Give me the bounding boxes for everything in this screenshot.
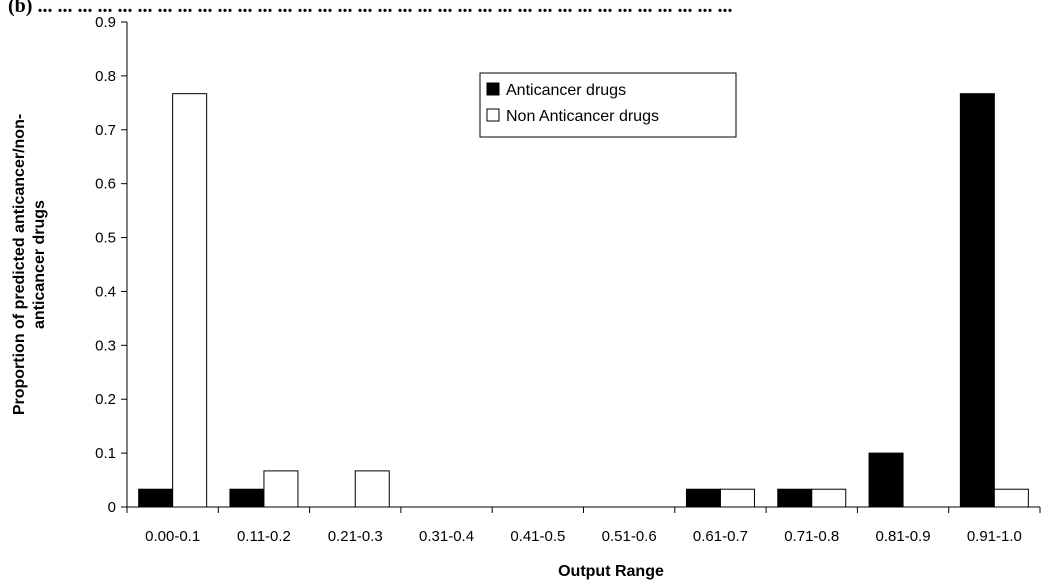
bar-anticancer xyxy=(685,488,721,508)
bar-anticancer xyxy=(777,488,813,508)
legend-swatch xyxy=(486,82,500,96)
y-tick-label: 0.4 xyxy=(95,283,116,300)
y-axis-title-line: anticancer drugs xyxy=(31,200,48,329)
y-tick-label: 0.7 xyxy=(95,122,116,139)
y-tick-label: 0 xyxy=(108,499,116,516)
bar-non-anticancer xyxy=(811,488,847,508)
x-tick-label: 0.61-0.7 xyxy=(693,528,748,545)
x-tick-label: 0.41-0.5 xyxy=(510,528,565,545)
legend: Anticancer drugs Non Anticancer drugs xyxy=(479,72,737,138)
bar-non-anticancer xyxy=(172,93,208,508)
y-tick-label: 0.5 xyxy=(95,230,116,247)
bar-anticancer xyxy=(868,452,904,508)
x-tick-label: 0.11-0.2 xyxy=(237,528,291,545)
legend-label: Anticancer drugs xyxy=(506,82,626,99)
bar-anticancer xyxy=(138,488,174,508)
legend-swatch xyxy=(486,108,500,122)
x-tick-label: 0.00-0.1 xyxy=(145,528,200,545)
bars xyxy=(138,93,1029,508)
y-tick-label: 0.1 xyxy=(95,445,116,462)
x-tick-label: 0.21-0.3 xyxy=(328,528,383,545)
y-tick-label: 0.6 xyxy=(95,176,116,193)
x-axis-title: Output Range xyxy=(558,563,664,580)
y-axis-ticks: 0 0.1 0.2 0.3 0.4 0.5 0.6 0.7 0.8 0.9 xyxy=(95,14,127,516)
y-axis-title-line: Proportion of predicted anticancer/non- xyxy=(11,114,28,415)
bar-anticancer xyxy=(959,93,995,508)
y-tick-label: 0.3 xyxy=(95,337,116,354)
x-tick-label: 0.51-0.6 xyxy=(602,528,657,545)
figure-caption: (b) ... ... ... ... ... ... ... ... ... … xyxy=(8,0,732,17)
y-tick-label: 0.8 xyxy=(95,68,116,85)
x-axis-ticks: 0.00-0.1 0.11-0.2 0.21-0.3 0.31-0.4 0.41-0.5… xyxy=(126,507,1041,545)
bar-non-anticancer xyxy=(993,488,1029,508)
legend-label: Non Anticancer drugs xyxy=(506,108,659,125)
x-tick-label: 0.81-0.9 xyxy=(876,528,931,545)
legend-box xyxy=(479,72,737,138)
bar-anticancer xyxy=(229,488,265,508)
y-axis-title: Proportion of predicted anticancer/non-a… xyxy=(11,114,48,415)
y-tick-label: 0.9 xyxy=(95,14,116,31)
x-tick-label: 0.31-0.4 xyxy=(419,528,474,545)
y-tick-label: 0.2 xyxy=(95,391,116,408)
bar-non-anticancer xyxy=(263,470,299,508)
bar-non-anticancer xyxy=(719,488,755,508)
bar-non-anticancer xyxy=(354,470,390,508)
x-tick-label: 0.91-1.0 xyxy=(967,528,1022,545)
x-tick-label: 0.71-0.8 xyxy=(784,528,839,545)
